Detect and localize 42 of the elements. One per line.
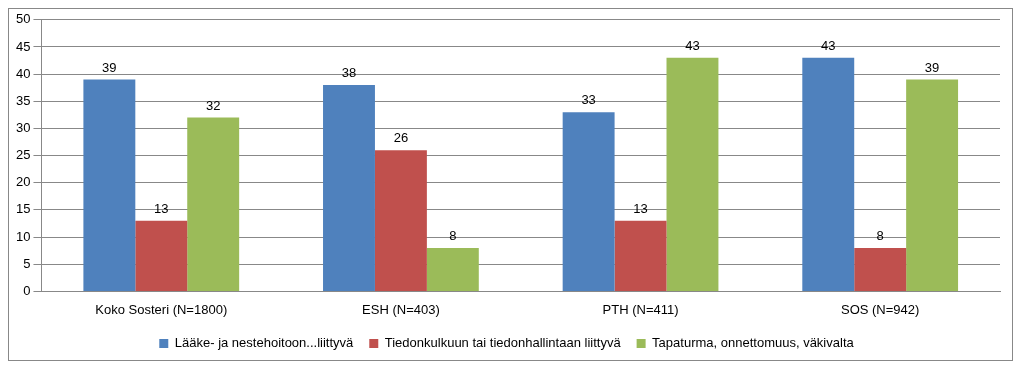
- data-label: 8: [449, 228, 457, 244]
- y-tick-label: 5: [23, 255, 31, 271]
- data-label: 43: [821, 37, 836, 53]
- bar: [83, 79, 136, 291]
- x-tick-label: PTH (N=411): [602, 301, 679, 317]
- bar: [187, 117, 240, 291]
- data-label: 26: [393, 130, 409, 146]
- data-label: 13: [633, 200, 648, 216]
- bar: [906, 79, 959, 291]
- data-label: 13: [154, 200, 169, 216]
- data-label: 39: [102, 59, 117, 75]
- y-tick-label: 20: [15, 174, 31, 190]
- x-tick-label: ESH (N=403): [362, 301, 440, 317]
- bar: [374, 150, 427, 291]
- legend-label: Lääke- ja nestehoitoon...liittyvä: [174, 335, 355, 351]
- y-tick-label: 40: [15, 65, 31, 81]
- data-label: 43: [685, 37, 700, 53]
- data-label: 39: [924, 59, 940, 75]
- legend-label: Tapaturma, onnettomuus, väkivalta: [652, 335, 855, 351]
- data-label: 38: [341, 65, 357, 81]
- bar: [562, 112, 615, 291]
- bar: [666, 57, 719, 291]
- y-tick-label: 30: [15, 120, 31, 136]
- x-tick-label: SOS (N=942): [840, 301, 920, 317]
- bar: [426, 247, 479, 291]
- y-tick-label: 45: [15, 38, 31, 54]
- data-label: 33: [581, 92, 596, 108]
- data-label: 8: [876, 228, 884, 244]
- bar: [802, 57, 855, 291]
- bar: [135, 220, 188, 291]
- bar: [854, 247, 907, 291]
- y-tick-label: 35: [15, 92, 31, 108]
- bar: [614, 220, 667, 291]
- legend-label: Tiedonkulkuun tai tiedonhallintaan liittyvä: [384, 335, 622, 351]
- y-tick-label: 50: [15, 11, 31, 27]
- y-tick-label: 10: [15, 228, 31, 244]
- y-tick-label: 15: [15, 201, 31, 217]
- x-tick-label: Koko Sosteri (N=1800): [95, 301, 228, 317]
- y-tick-label: 25: [15, 147, 31, 163]
- data-label: 32: [205, 97, 221, 113]
- bar: [323, 84, 375, 291]
- y-tick-label: 0: [23, 282, 31, 298]
